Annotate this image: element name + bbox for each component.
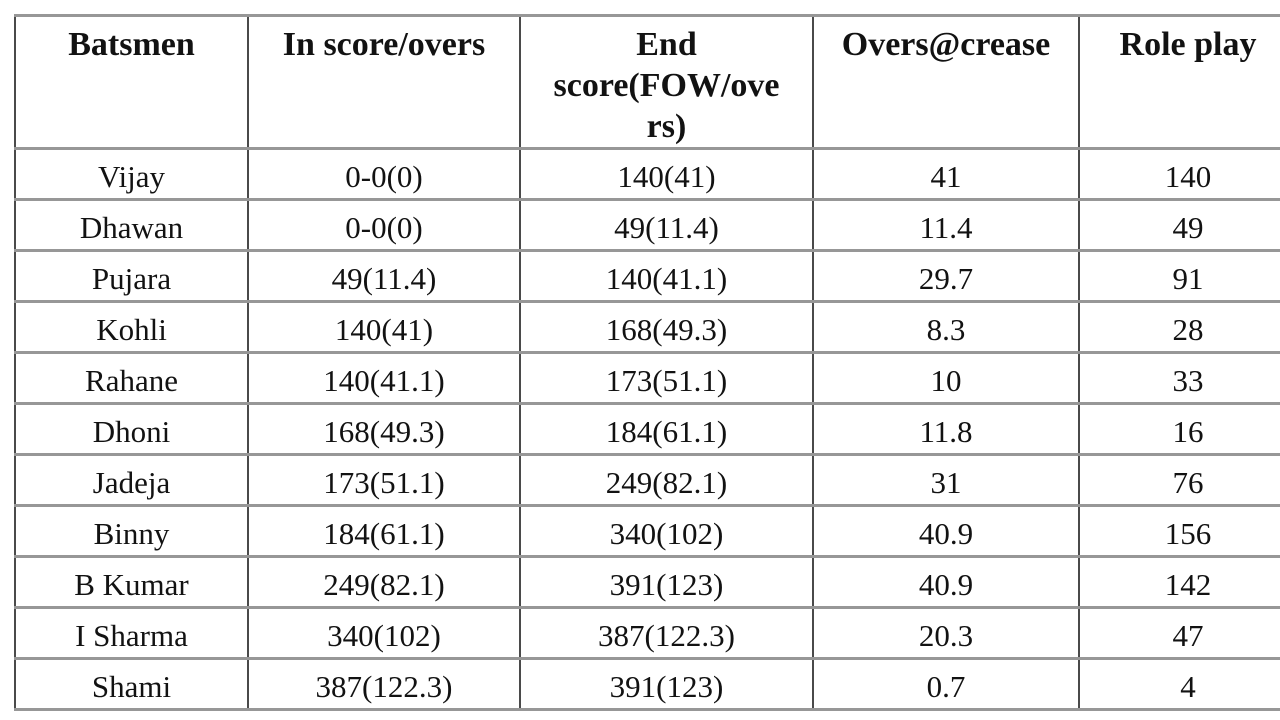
table-cell: 0-0(0) xyxy=(247,147,521,202)
table-cell: Shami xyxy=(14,657,249,712)
col-header-end-score: End score(FOW/overs) xyxy=(519,13,814,151)
table-cell: 29.7 xyxy=(812,249,1080,304)
table-cell: 140 xyxy=(1078,147,1280,202)
col-header-role-play: Role play xyxy=(1078,13,1280,151)
table-cell: 10 xyxy=(812,351,1080,406)
table-row: B Kumar 249(82.1) 391(123) 40.9 142 xyxy=(14,555,1280,610)
table-row: Jadeja 173(51.1) 249(82.1) 31 76 xyxy=(14,453,1280,508)
table-cell: 142 xyxy=(1078,555,1280,610)
col-header-batsmen-label: Batsmen xyxy=(68,26,195,63)
table-cell: 31 xyxy=(812,453,1080,508)
table-cell: Pujara xyxy=(14,249,249,304)
table-cell: 49 xyxy=(1078,198,1280,253)
table-cell: 184(61.1) xyxy=(247,504,521,559)
table-header: Batsmen In score/overs End score(FOW/ove… xyxy=(14,13,1280,151)
table-body: Vijay 0-0(0) 140(41) 41 140 Dhawan 0-0(0) 49(11… xyxy=(14,147,1280,712)
table-cell: 40.9 xyxy=(812,555,1080,610)
table-cell: 11.8 xyxy=(812,402,1080,457)
table-cell: 47 xyxy=(1078,606,1280,661)
table-cell: 49(11.4) xyxy=(519,198,814,253)
table-row: Binny 184(61.1) 340(102) 40.9 156 xyxy=(14,504,1280,559)
table-cell: 40.9 xyxy=(812,504,1080,559)
table-cell: 4 xyxy=(1078,657,1280,712)
col-header-in-score-label: In score/overs xyxy=(282,26,486,63)
table-cell: 49(11.4) xyxy=(247,249,521,304)
table-cell: 173(51.1) xyxy=(519,351,814,406)
table-cell: Dhoni xyxy=(14,402,249,457)
table-row: Vijay 0-0(0) 140(41) 41 140 xyxy=(14,147,1280,202)
table-cell: 16 xyxy=(1078,402,1280,457)
table-cell: 140(41.1) xyxy=(519,249,814,304)
table-cell: B Kumar xyxy=(14,555,249,610)
col-header-overs-at-crease: Overs@crease xyxy=(812,13,1080,151)
header-row: Batsmen In score/overs End score(FOW/ove… xyxy=(14,13,1280,151)
table-row: Rahane 140(41.1) 173(51.1) 10 33 xyxy=(14,351,1280,406)
table-cell: 0-0(0) xyxy=(247,198,521,253)
col-header-in-score: In score/overs xyxy=(247,13,521,151)
table-cell: 0.7 xyxy=(812,657,1080,712)
table-row: Shami 387(122.3) 391(123) 0.7 4 xyxy=(14,657,1280,712)
table-cell: Kohli xyxy=(14,300,249,355)
table-cell: 8.3 xyxy=(812,300,1080,355)
table-cell: 249(82.1) xyxy=(247,555,521,610)
col-header-role-play-label: Role play xyxy=(1119,26,1257,63)
table-row: Pujara 49(11.4) 140(41.1) 29.7 91 xyxy=(14,249,1280,304)
table-cell: 156 xyxy=(1078,504,1280,559)
table-cell: 387(122.3) xyxy=(247,657,521,712)
col-header-end-score-label: End score(FOW/overs) xyxy=(553,26,780,145)
table-cell: 33 xyxy=(1078,351,1280,406)
table-cell: Rahane xyxy=(14,351,249,406)
table-cell: 340(102) xyxy=(247,606,521,661)
table-cell: 91 xyxy=(1078,249,1280,304)
col-header-overs-at-crease-label: Overs@crease xyxy=(841,26,1051,63)
table-row: I Sharma 340(102) 387(122.3) 20.3 47 xyxy=(14,606,1280,661)
table-row: Kohli 140(41) 168(49.3) 8.3 28 xyxy=(14,300,1280,355)
table-row: Dhoni 168(49.3) 184(61.1) 11.8 16 xyxy=(14,402,1280,457)
table-cell: Jadeja xyxy=(14,453,249,508)
table-cell: 387(122.3) xyxy=(519,606,814,661)
table-cell: 140(41.1) xyxy=(247,351,521,406)
table-cell: 168(49.3) xyxy=(247,402,521,457)
table-cell: 76 xyxy=(1078,453,1280,508)
batting-table: Batsmen In score/overs End score(FOW/ove… xyxy=(14,13,1280,712)
table-cell: 20.3 xyxy=(812,606,1080,661)
table-cell: I Sharma xyxy=(14,606,249,661)
table-cell: 41 xyxy=(812,147,1080,202)
table-cell: 340(102) xyxy=(519,504,814,559)
table-cell: Vijay xyxy=(14,147,249,202)
table-cell: Dhawan xyxy=(14,198,249,253)
table-cell: 11.4 xyxy=(812,198,1080,253)
table-cell: 140(41) xyxy=(519,147,814,202)
table-cell: 391(123) xyxy=(519,555,814,610)
table-cell: 168(49.3) xyxy=(519,300,814,355)
table-cell: Binny xyxy=(14,504,249,559)
table-cell: 184(61.1) xyxy=(519,402,814,457)
table-cell: 391(123) xyxy=(519,657,814,712)
table-row: Dhawan 0-0(0) 49(11.4) 11.4 49 xyxy=(14,198,1280,253)
table-cell: 249(82.1) xyxy=(519,453,814,508)
col-header-batsmen: Batsmen xyxy=(14,13,249,151)
table-cell: 140(41) xyxy=(247,300,521,355)
table-cell: 173(51.1) xyxy=(247,453,521,508)
table-cell: 28 xyxy=(1078,300,1280,355)
